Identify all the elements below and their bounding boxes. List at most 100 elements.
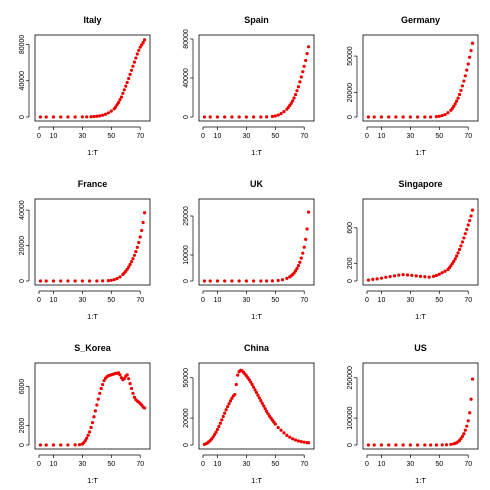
data-point xyxy=(116,100,121,105)
data-point xyxy=(434,443,439,447)
data-point xyxy=(44,443,48,447)
x-tick-label: 10 xyxy=(50,133,58,140)
panel-1: Spain 0 10 30 50 70 1:T 0 40000 80000 xyxy=(183,15,315,157)
x-tick-label: 0 xyxy=(365,133,369,140)
x-tick-label: 30 xyxy=(242,133,250,140)
data-point xyxy=(387,443,391,447)
data-point xyxy=(128,72,132,76)
data-point xyxy=(227,402,231,406)
data-point xyxy=(259,279,263,283)
data-point xyxy=(122,88,126,92)
data-point xyxy=(301,70,305,74)
data-point xyxy=(119,95,124,99)
plot-frame xyxy=(198,34,315,122)
y-tick-label: 0 xyxy=(19,115,26,119)
x-axis-label: 1:T xyxy=(251,312,262,321)
data-point xyxy=(202,279,207,283)
data-point xyxy=(418,274,423,278)
data-point xyxy=(252,279,256,283)
data-point xyxy=(132,253,137,257)
x-tick-label: 10 xyxy=(214,461,222,468)
data-point xyxy=(263,407,267,411)
x-tick-label: 70 xyxy=(136,133,144,140)
data-point xyxy=(296,264,301,268)
data-point xyxy=(388,274,392,279)
data-point xyxy=(282,431,286,435)
data-point xyxy=(134,56,138,60)
data-point xyxy=(101,113,105,117)
y-tick-label: 20000 xyxy=(19,236,26,256)
data-point xyxy=(279,111,283,116)
data-point xyxy=(470,377,475,381)
data-point xyxy=(88,279,92,283)
data-point xyxy=(273,422,277,426)
data-point xyxy=(138,235,142,239)
data-point xyxy=(95,114,99,118)
data-point xyxy=(450,262,454,266)
data-point xyxy=(470,41,475,45)
data-point xyxy=(223,279,227,283)
data-point xyxy=(38,279,43,283)
data-point xyxy=(366,443,371,447)
y-tick-label: 0 xyxy=(347,115,354,119)
data-point xyxy=(270,114,275,119)
data-point xyxy=(306,441,311,445)
data-point xyxy=(224,408,228,412)
plot-frame xyxy=(362,34,479,122)
data-point xyxy=(366,278,371,282)
x-tick-label: 70 xyxy=(300,461,308,468)
data-point xyxy=(306,210,311,214)
chart-title: Italy xyxy=(83,15,101,25)
data-point xyxy=(463,428,467,432)
data-point xyxy=(244,115,248,119)
data-point xyxy=(218,421,222,425)
data-point xyxy=(141,41,145,45)
data-point xyxy=(260,401,264,405)
data-point xyxy=(122,377,126,381)
data-point xyxy=(465,227,469,232)
data-point xyxy=(463,232,467,236)
data-point xyxy=(129,68,134,72)
data-point xyxy=(233,392,237,397)
panel-0: Italy 0 10 30 50 70 1:T 0 40000 80000 xyxy=(19,15,151,157)
data-point xyxy=(131,257,135,261)
data-point xyxy=(273,114,277,118)
data-point xyxy=(289,101,293,105)
x-tick-label: 10 xyxy=(214,297,222,304)
data-point xyxy=(73,115,77,119)
x-axis-label: 1:T xyxy=(415,476,426,485)
data-point xyxy=(462,432,466,436)
plot-frame xyxy=(34,362,151,450)
data-point xyxy=(112,277,116,282)
data-point xyxy=(306,45,311,49)
data-point xyxy=(470,208,475,212)
data-point xyxy=(387,115,391,119)
data-point xyxy=(125,80,129,85)
data-point xyxy=(410,273,414,277)
data-point xyxy=(141,220,145,225)
data-point xyxy=(296,85,301,89)
data-point xyxy=(469,214,473,218)
data-point xyxy=(102,379,106,383)
chart-title: Singapore xyxy=(398,179,442,189)
data-point xyxy=(416,115,420,119)
y-tick-label: 600 xyxy=(347,222,354,234)
data-point xyxy=(453,257,457,261)
data-point xyxy=(252,115,256,119)
data-point xyxy=(265,115,269,119)
data-point xyxy=(423,115,427,119)
data-point xyxy=(302,245,306,249)
data-point xyxy=(223,411,227,415)
plot-frame xyxy=(362,362,479,450)
data-point xyxy=(279,428,283,432)
data-point xyxy=(59,115,63,119)
data-point xyxy=(131,64,135,68)
data-point xyxy=(212,433,217,437)
data-point xyxy=(98,391,102,395)
data-point xyxy=(115,276,119,281)
data-point xyxy=(408,115,412,119)
data-point xyxy=(379,443,384,447)
panel-6: S_Korea 0 10 30 50 70 1:T 0 2000 6000 xyxy=(19,343,151,485)
data-point xyxy=(80,115,84,119)
